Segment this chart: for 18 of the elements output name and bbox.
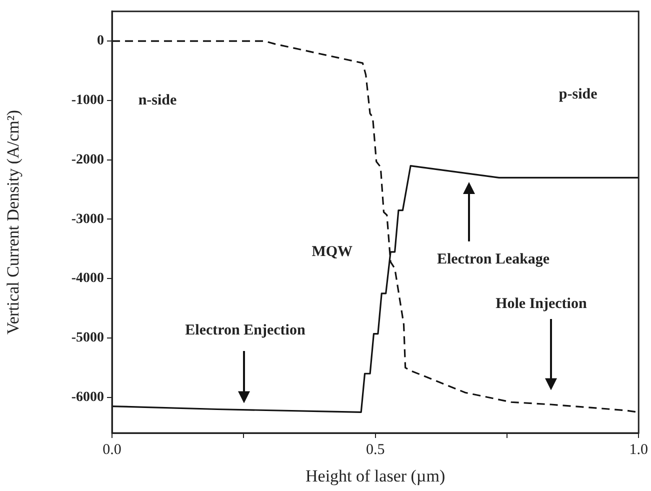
x-tick-label: 1.0 xyxy=(629,442,648,458)
x-tick-label: 0.0 xyxy=(102,442,122,458)
y-axis-title: Vertical Current Density (A/cm²) xyxy=(4,110,23,335)
annotation: n-side xyxy=(138,92,178,108)
annotation: Electron Leakage xyxy=(436,251,550,268)
x-axis-title: Height of laser (µm) xyxy=(306,466,446,486)
y-tick-label: -5000 xyxy=(71,330,104,346)
annotation: Electron Enjection xyxy=(185,322,306,339)
y-tick-label: -3000 xyxy=(71,212,104,227)
x-tick-label: 0.5 xyxy=(366,442,385,458)
annotation: Hole Injection xyxy=(496,296,588,312)
y-tick-label: -2000 xyxy=(71,152,104,168)
y-tick-label: 0 xyxy=(97,34,104,49)
y-tick-label: -4000 xyxy=(71,271,104,286)
annotation: p-side xyxy=(558,86,598,102)
y-tick-label: -6000 xyxy=(71,390,104,405)
annotation: MQW xyxy=(312,244,353,260)
y-tick-label: -1000 xyxy=(71,93,104,108)
